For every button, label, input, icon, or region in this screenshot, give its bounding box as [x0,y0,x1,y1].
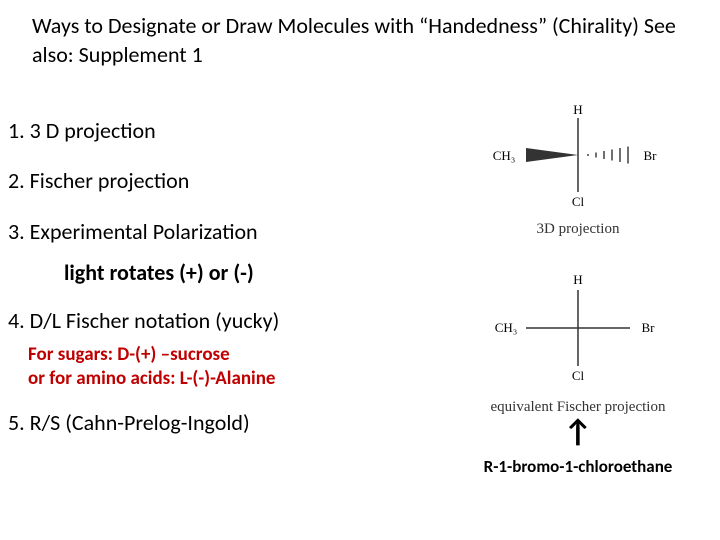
up-arrow-icon: ↑ [448,416,708,448]
d2-left-label: CH₃ [495,320,518,335]
d2-right-label: Br [642,320,656,335]
diagram-fischer-svg: H Cl CH₃ Br [478,268,678,388]
diagram-3d-caption: 3D projection [448,221,708,238]
diagram-3d-svg: H Cl CH₃ Br [478,100,678,210]
d1-bottom-label: Cl [572,194,585,209]
right-column: H Cl CH₃ Br 3D projection [448,100,708,477]
list-item-5: 5. R/S (Cahn-Prelog-Ingold) [8,410,428,436]
d1-top-label: H [573,102,582,117]
diagram-fischer: H Cl CH₃ Br [448,268,708,393]
d1-right-label: Br [644,148,658,163]
slide-title: Ways to Designate or Draw Molecules with… [16,12,704,69]
d1-left-label: CH₃ [493,148,516,163]
compound-name: R-1-bromo-1-chloroethane [448,456,708,477]
list-item-3: 3. Experimental Polarization [8,219,428,245]
slide-container: Ways to Designate or Draw Molecules with… [0,0,720,540]
list-item-3-sub: light rotates (+) or (-) [8,259,428,286]
d2-bottom-label: Cl [572,368,585,383]
diagram-3d: H Cl CH₃ Br [448,100,708,215]
d2-top-label: H [573,272,582,287]
list-item-4: 4. D/L Fischer notation (yucky) [8,308,428,334]
list-item-4-sub: For sugars: D-(+) –sucrose or for amino … [8,343,428,392]
list-item-1: 1. 3 D projection [8,118,428,144]
list-item-2: 2. Fischer projection [8,168,428,194]
left-column: 1. 3 D projection 2. Fischer projection … [8,118,428,460]
